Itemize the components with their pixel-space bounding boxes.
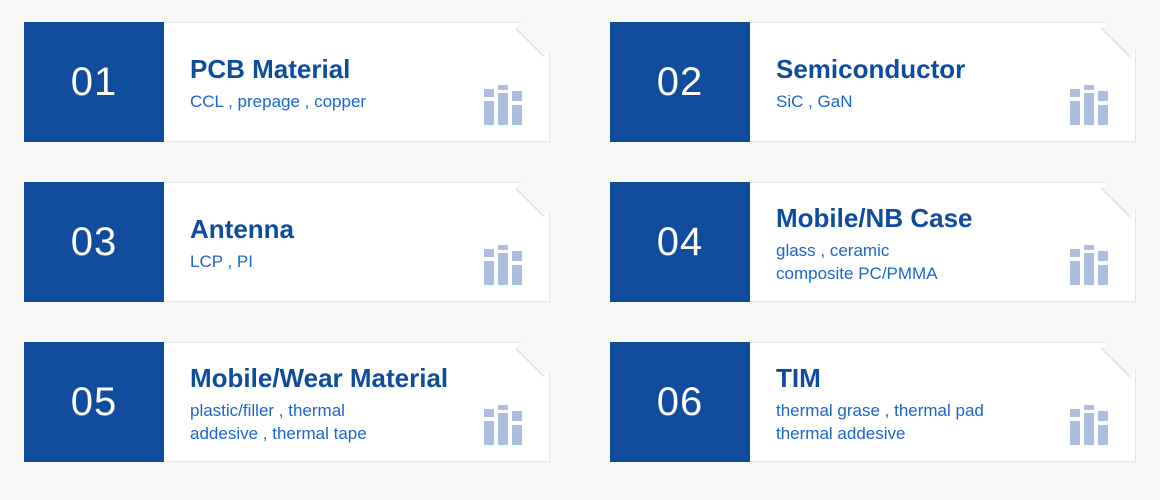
card-title: Mobile/Wear Material [190,363,525,394]
card-title: TIM [776,363,1111,394]
card-number: 05 [24,342,164,462]
card-title: PCB Material [190,54,525,85]
card-number: 04 [610,182,750,302]
card-03: 03 Antenna LCP , PI [24,182,550,302]
card-number: 03 [24,182,164,302]
card-title: Antenna [190,214,525,245]
card-subtitle: plastic/filler , thermal addesive , ther… [190,400,525,446]
card-body: TIM thermal grase , thermal pad thermal a… [750,342,1136,462]
card-05: 05 Mobile/Wear Material plastic/filler , t… [24,342,550,462]
card-title: Semiconductor [776,54,1111,85]
card-subtitle: CCL , prepage , copper [190,91,525,114]
card-subtitle: LCP , PI [190,251,525,274]
cards-grid: 01PCB MaterialCCL , prepage , copper02Se… [24,22,1136,462]
bars-icon [481,405,527,445]
card-body: Mobile/Wear Material plastic/filler , the… [164,342,550,462]
bars-icon [1067,245,1113,285]
card-subtitle: glass , ceramic composite PC/PMMA [776,240,1111,286]
card-body: Semiconductor SiC , GaN [750,22,1136,142]
card-body: Mobile/NB Case glass , ceramic composite … [750,182,1136,302]
card-body: Antenna LCP , PI [164,182,550,302]
bars-icon [481,245,527,285]
card-body: PCB Material CCL , prepage , copper [164,22,550,142]
bars-icon [1067,85,1113,125]
card-subtitle: thermal grase , thermal pad thermal adde… [776,400,1111,446]
card-04: 04 Mobile/NB Case glass , ceramic composit… [610,182,1136,302]
bars-icon [481,85,527,125]
card-number: 02 [610,22,750,142]
card-number: 06 [610,342,750,462]
card-subtitle: SiC , GaN [776,91,1111,114]
card-01: 01 PCB Material CCL , prepage , copper [24,22,550,142]
card-title: Mobile/NB Case [776,203,1111,234]
card-06: 06 TIM thermal grase , thermal pad thermal… [610,342,1136,462]
bars-icon [1067,405,1113,445]
card-number: 01 [24,22,164,142]
card-02: 02 Semiconductor SiC , GaN [610,22,1136,142]
